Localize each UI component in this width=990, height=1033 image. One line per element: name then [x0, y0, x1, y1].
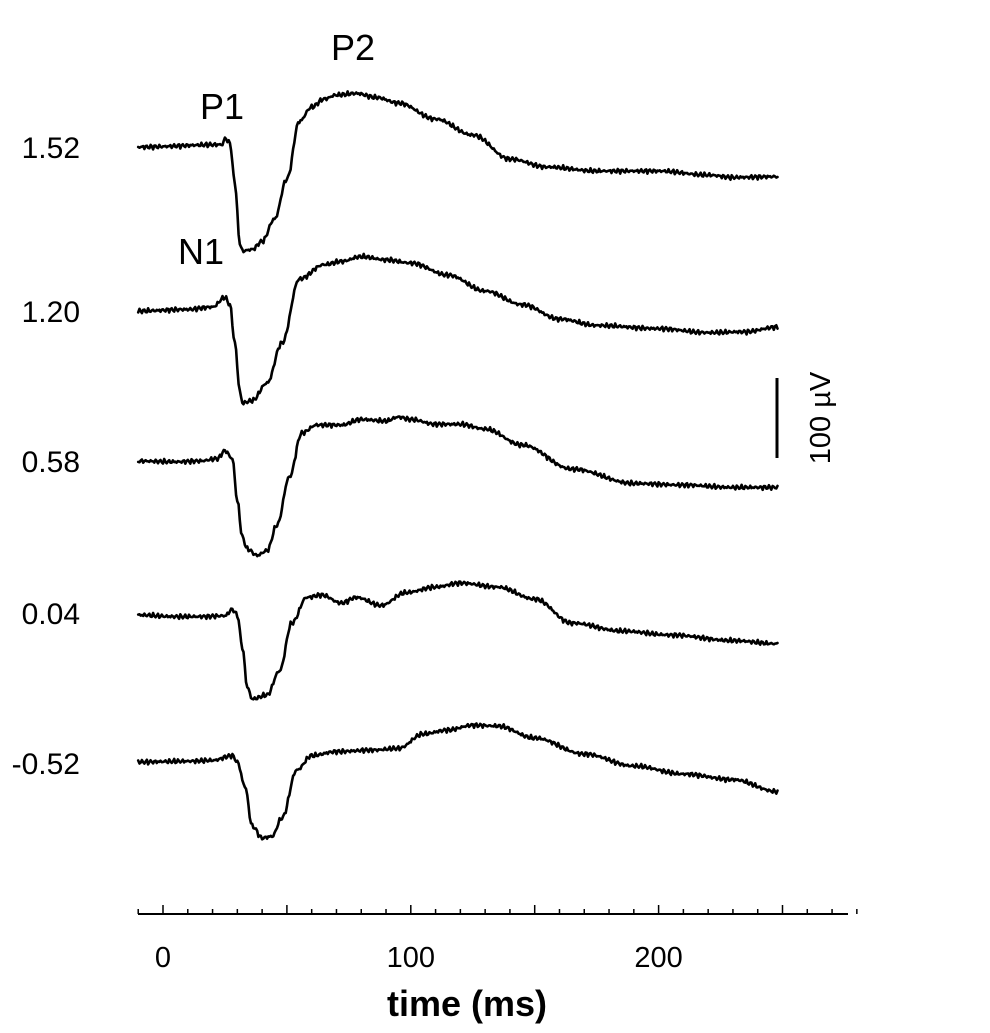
x-axis-title: time (ms) [387, 983, 547, 1024]
scale-bar: 100 µV [775, 371, 837, 464]
x-tick-label: 100 [387, 942, 435, 974]
row-label: 0.58 [22, 446, 80, 479]
trace-1.20 [136, 252, 779, 406]
row-label: 0.04 [22, 598, 80, 631]
trace-0.04 [136, 580, 779, 701]
trace-group [136, 90, 779, 841]
trace--0.52 [136, 722, 779, 841]
x-tick-label: 0 [155, 942, 171, 974]
x-tick-label: 200 [634, 942, 682, 974]
peak-label-n1: N1 [178, 231, 224, 272]
trace-0.58 [136, 415, 779, 558]
row-label: 1.20 [22, 296, 80, 329]
trace-1.52 [136, 90, 779, 254]
peak-label-p1: P1 [200, 86, 244, 127]
row-label-group: 1.52 1.20 0.58 0.04 -0.52 [12, 132, 80, 781]
row-label: -0.52 [12, 748, 80, 781]
row-label: 1.52 [22, 132, 80, 165]
scale-bar-label: 100 µV [805, 371, 837, 464]
x-tick-group: 0 100 200 [137, 905, 858, 974]
peak-annotation-group: P1 N1 P2 [178, 27, 375, 272]
x-axis: 0 100 200 time (ms) [137, 905, 858, 1024]
peak-label-p2: P2 [331, 27, 375, 68]
